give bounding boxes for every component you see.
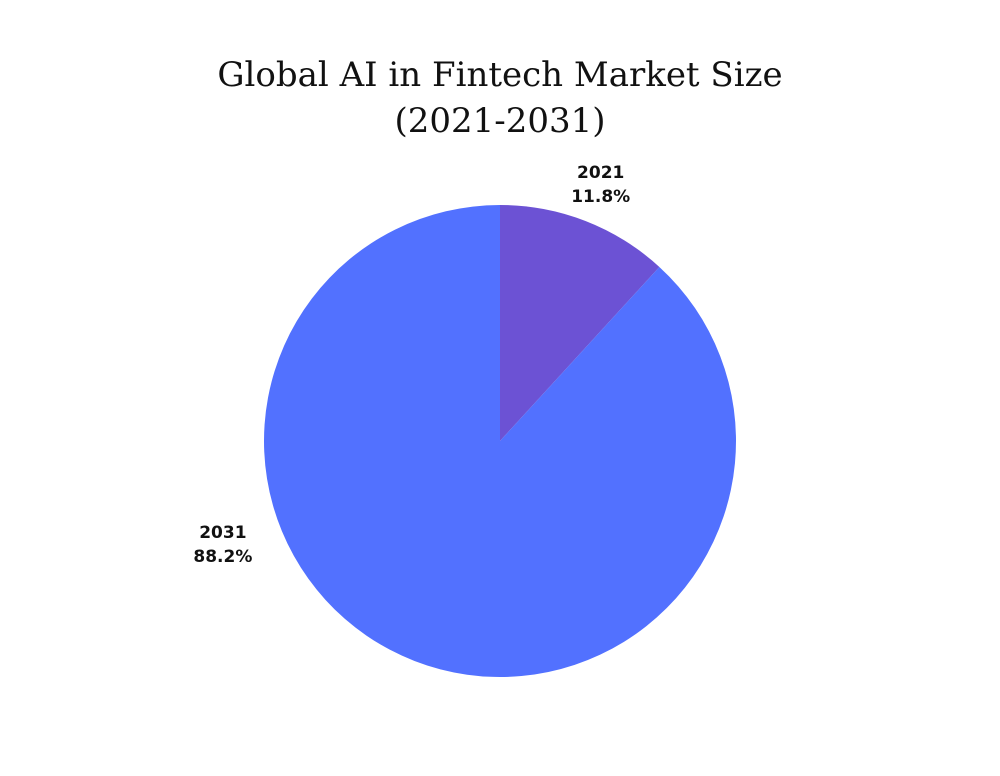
chart-title-line-2: (2021-2031)	[394, 101, 606, 141]
pie-slice-2031	[263, 205, 736, 677]
pie-slice-2021	[500, 205, 660, 441]
pie-label-value-2021: 11.8%	[571, 187, 630, 207]
pie-label-name-2021: 2021	[577, 163, 624, 183]
chart-title: Global AI in Fintech Market Size (2021-2…	[0, 52, 1000, 144]
pie-label-name-2031: 2031	[199, 523, 246, 543]
chart-title-line-1: Global AI in Fintech Market Size	[217, 55, 783, 95]
pie-label-value-2031: 88.2%	[193, 547, 252, 567]
pie-labels: 2021 11.8% 2031 88.2%	[193, 163, 630, 567]
pie-slices	[263, 205, 736, 677]
